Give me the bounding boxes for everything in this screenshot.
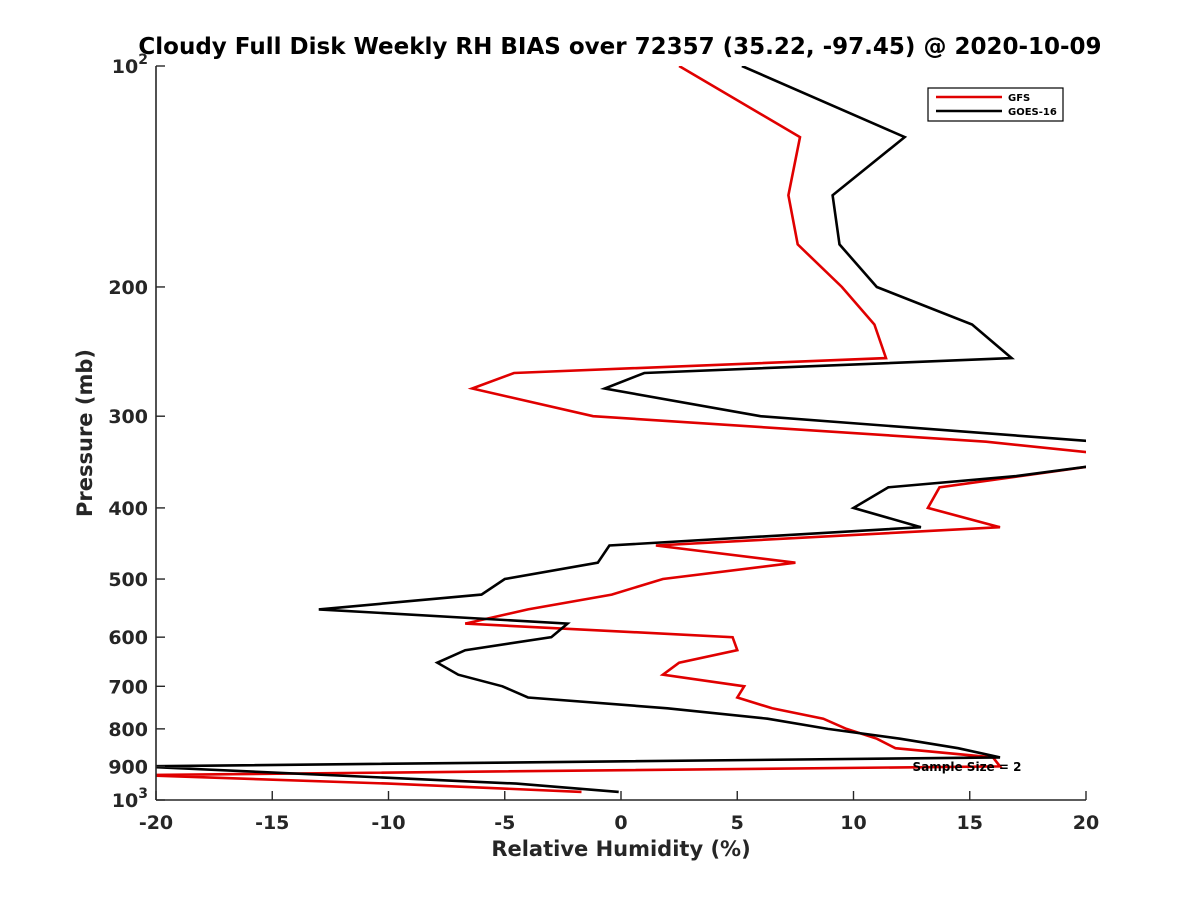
series-line-goes-16 (156, 66, 1086, 794)
legend-label: GFS (1008, 93, 1030, 104)
y-tick-label: 400 (108, 498, 148, 520)
x-tick-label: 15 (957, 812, 983, 834)
x-tick-label: -20 (139, 812, 173, 834)
legend-label: GOES-16 (1008, 107, 1057, 118)
series-layer (156, 66, 1086, 794)
y-tick-label: 600 (108, 627, 148, 649)
y-tick-label: 102 (112, 52, 148, 78)
legend-box (927, 87, 1064, 122)
x-axis-label: Relative Humidity (%) (491, 837, 750, 861)
x-tick-label: 20 (1073, 812, 1099, 834)
axes: -20 -15 -10 -5 0 5 10 15 20 102 200 300 400 500 600 700… (108, 52, 1099, 834)
y-tick-label: 200 (108, 277, 148, 299)
x-tick-label: 0 (614, 812, 627, 834)
x-tick-label: -10 (371, 812, 405, 834)
y-tick-label: 300 (108, 406, 148, 428)
y-tick-label: 500 (108, 569, 148, 591)
y-axis-label: Pressure (mb) (73, 349, 97, 517)
series-line-gfs (156, 66, 1086, 794)
y-tick-label: 800 (108, 719, 148, 741)
x-tick-label: -5 (494, 812, 515, 834)
y-tick-label: 900 (108, 756, 148, 778)
legend: GFS GOES-16 (927, 87, 1064, 122)
chart-title: Cloudy Full Disk Weekly RH BIAS over 723… (138, 34, 1101, 60)
x-tick-label: 10 (840, 812, 866, 834)
y-tick-label: 103 (112, 786, 148, 812)
y-tick-label: 700 (108, 676, 148, 698)
x-tick-label: 5 (731, 812, 744, 834)
x-tick-label: -15 (255, 812, 289, 834)
sample-size-annotation: Sample Size = 2 (913, 760, 1022, 774)
